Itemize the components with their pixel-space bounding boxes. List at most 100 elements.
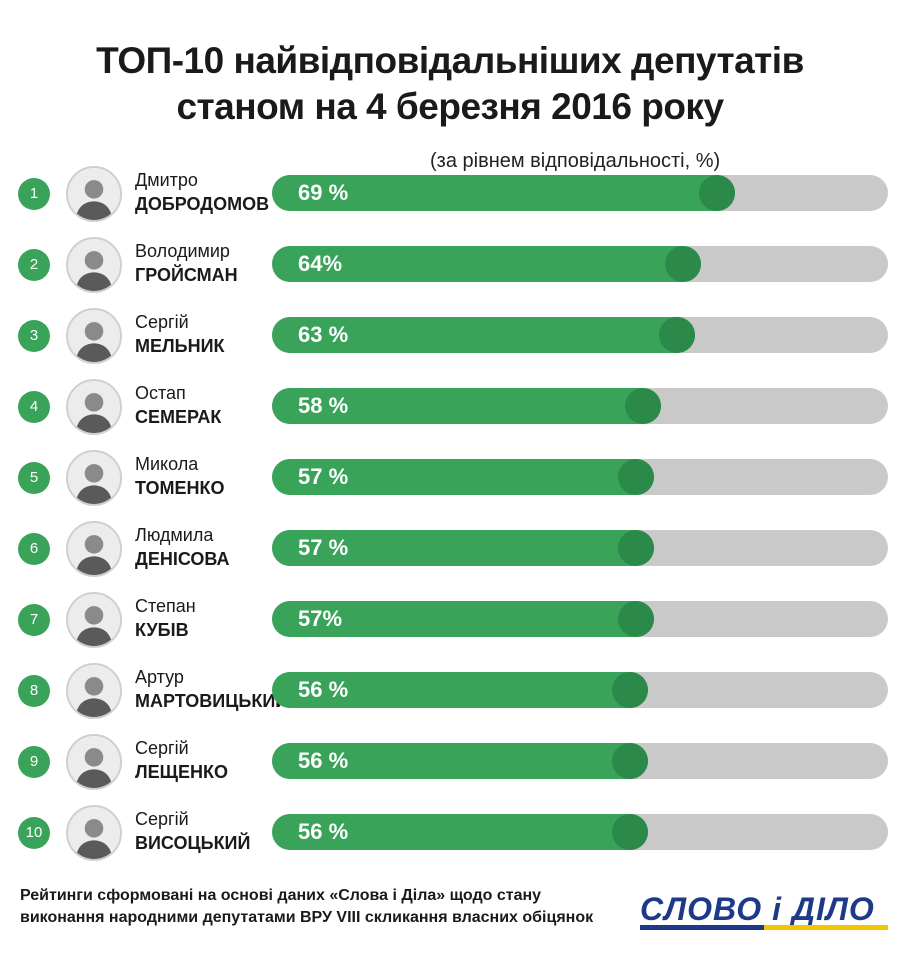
bar-end-knob bbox=[611, 672, 648, 708]
bar-fill bbox=[272, 175, 735, 211]
ranking-row: 8 Артур МАРТОВИЦЬКИЙ 56 % bbox=[0, 663, 900, 723]
footer-line-1: Рейтинги сформовані на основі даних «Сло… bbox=[20, 887, 542, 904]
person-silhouette-icon bbox=[68, 168, 120, 220]
rank-badge: 7 bbox=[18, 604, 50, 636]
bar-track bbox=[272, 175, 888, 211]
avatar bbox=[66, 805, 122, 861]
deputy-name: Володимир ГРОЙСМАН bbox=[135, 239, 285, 287]
ranking-row: 6 Людмила ДЕНІСОВА 57 % bbox=[0, 521, 900, 581]
person-silhouette-icon bbox=[68, 381, 120, 433]
ranking-row: 2 Володимир ГРОЙСМАН 64% bbox=[0, 237, 900, 297]
title-line-2: станом на 4 березня 2016 року bbox=[176, 86, 724, 127]
avatar bbox=[66, 592, 122, 648]
chart-subtitle: (за рівнем відповідальності, %) bbox=[430, 150, 721, 172]
person-silhouette-icon bbox=[68, 665, 120, 717]
first-name: Сергій bbox=[135, 809, 189, 829]
bar-fill bbox=[272, 388, 662, 424]
rank-badge: 6 bbox=[18, 533, 50, 565]
value-label: 64% bbox=[298, 251, 343, 276]
bar-end-knob bbox=[611, 814, 648, 850]
bar-track bbox=[272, 672, 888, 708]
deputy-name: Артур МАРТОВИЦЬКИЙ bbox=[135, 665, 289, 713]
bar-fill bbox=[272, 814, 648, 850]
last-name: ВИСОЦЬКИЙ bbox=[135, 833, 251, 853]
bar-end-knob bbox=[665, 246, 702, 282]
first-name: Сергій bbox=[135, 738, 189, 758]
first-name: Людмила bbox=[135, 525, 214, 545]
rank-badge: 9 bbox=[18, 746, 50, 778]
first-name: Микола bbox=[135, 454, 199, 474]
value-label: 57 % bbox=[298, 535, 349, 560]
brand-logo: СЛОВО і ДІЛО bbox=[640, 888, 890, 930]
value-label: 63 % bbox=[298, 322, 349, 347]
last-name: МЕЛЬНИК bbox=[135, 336, 225, 356]
person-silhouette-icon bbox=[68, 594, 120, 646]
bar-end-knob bbox=[625, 388, 662, 424]
last-name: ГРОЙСМАН bbox=[135, 265, 238, 285]
deputy-name: Дмитро ДОБРОДОМОВ bbox=[135, 168, 285, 216]
bar-fill bbox=[272, 672, 648, 708]
bar-track bbox=[272, 317, 888, 353]
person-silhouette-icon bbox=[68, 452, 120, 504]
ranking-row: 9 Сергій ЛЕЩЕНКО 56 % bbox=[0, 734, 900, 794]
logo-stripe bbox=[640, 925, 888, 930]
deputy-name: Сергій ВИСОЦЬКИЙ bbox=[135, 807, 285, 855]
last-name: СЕМЕРАК bbox=[135, 407, 222, 427]
person-silhouette-icon bbox=[68, 807, 120, 859]
value-label: 56 % bbox=[298, 677, 349, 702]
bar-fill bbox=[272, 317, 695, 353]
rank-badge: 1 bbox=[18, 178, 50, 210]
deputy-name: Степан КУБІВ bbox=[135, 594, 285, 642]
avatar bbox=[66, 521, 122, 577]
last-name: ТОМЕНКО bbox=[135, 478, 225, 498]
first-name: Володимир bbox=[135, 241, 230, 261]
chart-title: ТОП-10 найвідповідальніших депутатів ста… bbox=[0, 38, 900, 130]
deputy-name: Сергій ЛЕЩЕНКО bbox=[135, 736, 285, 784]
value-label: 57% bbox=[298, 606, 343, 631]
bar-track bbox=[272, 246, 888, 282]
deputy-name: Сергій МЕЛЬНИК bbox=[135, 310, 285, 358]
bar-end-knob bbox=[618, 530, 655, 566]
person-silhouette-icon bbox=[68, 736, 120, 788]
avatar bbox=[66, 166, 122, 222]
bar-fill bbox=[272, 530, 655, 566]
rank-badge: 5 bbox=[18, 462, 50, 494]
ranking-row: 7 Степан КУБІВ 57% bbox=[0, 592, 900, 652]
first-name: Артур bbox=[135, 667, 184, 687]
last-name: ДЕНІСОВА bbox=[135, 549, 230, 569]
deputy-name: Остап СЕМЕРАК bbox=[135, 381, 285, 429]
rank-badge: 8 bbox=[18, 675, 50, 707]
ranking-row: 1 Дмитро ДОБРОДОМОВ 69 % bbox=[0, 166, 900, 226]
value-label: 58 % bbox=[298, 393, 349, 418]
last-name: ЛЕЩЕНКО bbox=[135, 762, 228, 782]
ranking-row: 10 Сергій ВИСОЦЬКИЙ 56 % bbox=[0, 805, 900, 865]
ranking-row: 3 Сергій МЕЛЬНИК 63 % bbox=[0, 308, 900, 368]
bar-end-knob bbox=[611, 743, 648, 779]
avatar bbox=[66, 450, 122, 506]
avatar bbox=[66, 379, 122, 435]
value-label: 56 % bbox=[298, 748, 349, 773]
last-name: КУБІВ bbox=[135, 620, 189, 640]
first-name: Дмитро bbox=[135, 170, 198, 190]
bar-track bbox=[272, 388, 888, 424]
value-label: 69 % bbox=[298, 180, 349, 205]
deputy-name: Людмила ДЕНІСОВА bbox=[135, 523, 285, 571]
rank-badge: 3 bbox=[18, 320, 50, 352]
person-silhouette-icon bbox=[68, 310, 120, 362]
last-name: МАРТОВИЦЬКИЙ bbox=[135, 691, 289, 711]
footer-line-2: виконання народними депутатами ВРУ VIII … bbox=[20, 909, 594, 926]
bar-track bbox=[272, 530, 888, 566]
first-name: Остап bbox=[135, 383, 186, 403]
footer-note: Рейтинги сформовані на основі даних «Сло… bbox=[20, 885, 600, 929]
value-label: 57 % bbox=[298, 464, 349, 489]
bar-fill bbox=[272, 459, 655, 495]
bar-end-knob bbox=[658, 317, 695, 353]
first-name: Сергій bbox=[135, 312, 189, 332]
last-name: ДОБРОДОМОВ bbox=[135, 194, 270, 214]
rank-badge: 10 bbox=[18, 817, 50, 849]
bar-track bbox=[272, 743, 888, 779]
bar-end-knob bbox=[699, 175, 735, 211]
bar-fill bbox=[272, 601, 655, 637]
ranking-row: 4 Остап СЕМЕРАК 58 % bbox=[0, 379, 900, 439]
first-name: Степан bbox=[135, 596, 196, 616]
